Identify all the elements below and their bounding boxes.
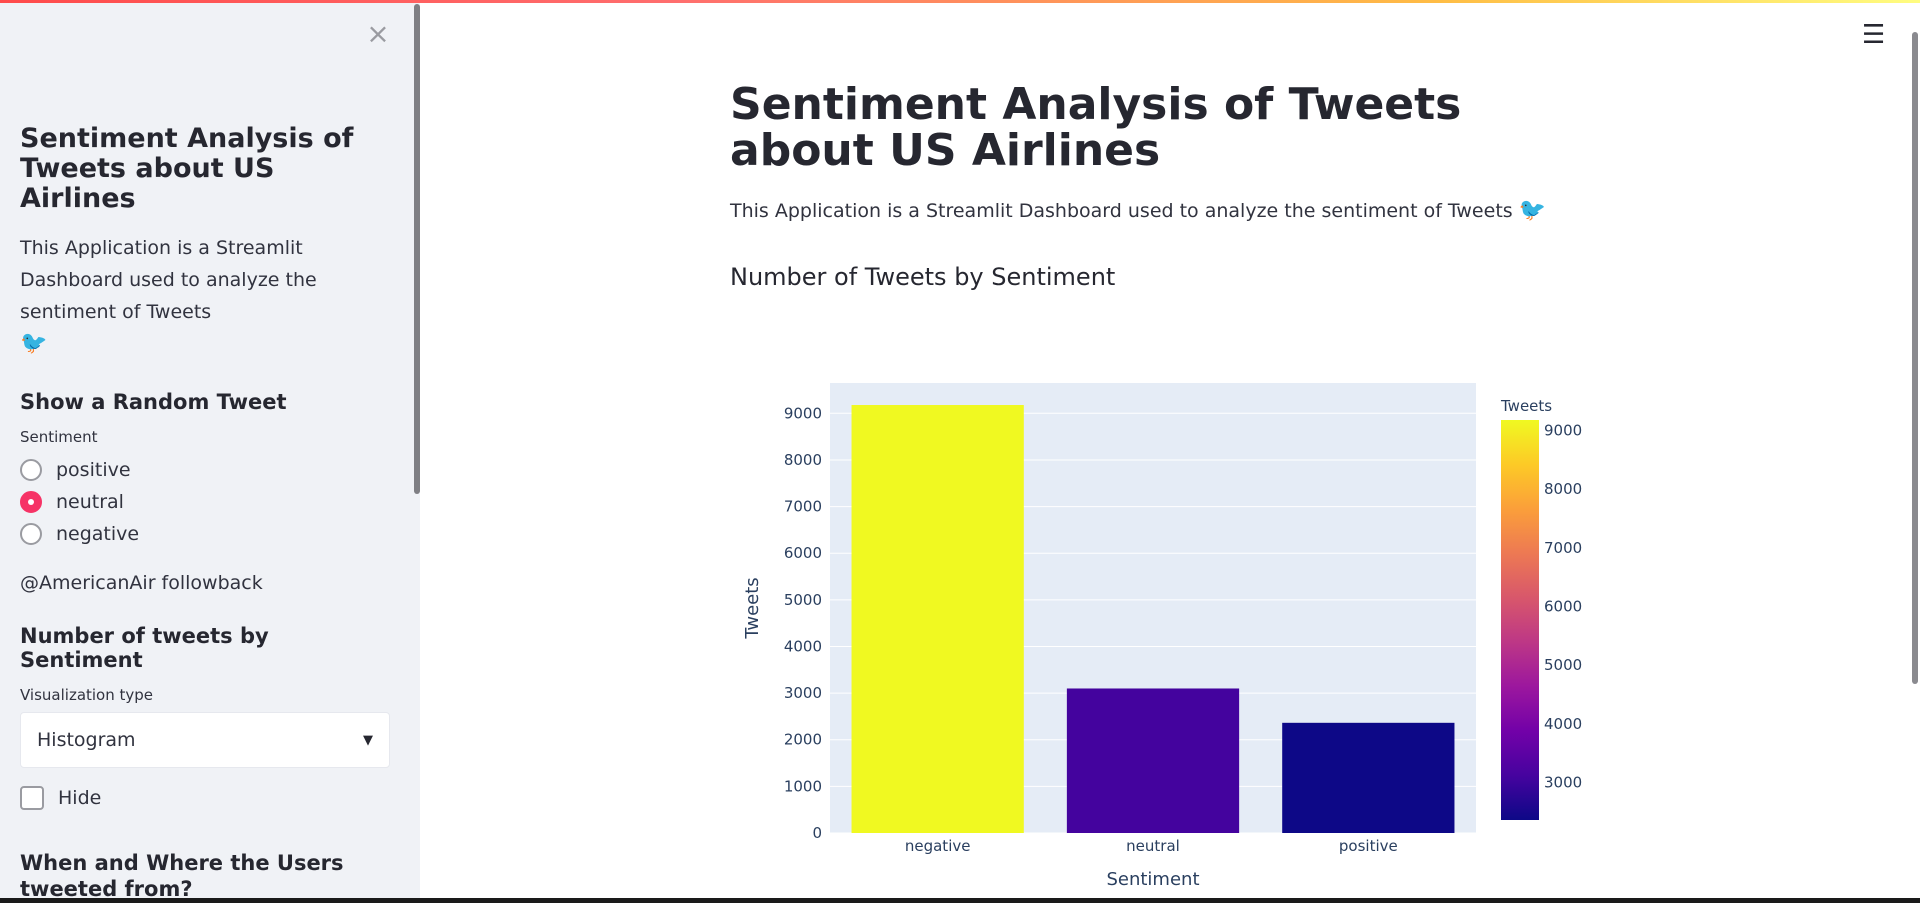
radio-button-positive[interactable]: [20, 459, 42, 481]
sidebar-title: Sentiment Analysis of Tweets about US Ai…: [20, 123, 354, 214]
sidebar-content: Sentiment Analysis of Tweets about US Ai…: [20, 124, 392, 902]
radio-label-positive: positive: [56, 459, 131, 481]
main-content: Sentiment Analysis of Tweets about US Ai…: [730, 79, 1630, 292]
sentiment-bar-chart: 0 1000 2000 3000 4000 5000 6000 7000 8000 9000 neg…: [730, 360, 1630, 903]
page-title: Sentiment Analysis of Tweets about US Ai…: [730, 79, 1462, 176]
colorbar-tick-label: 8000: [1544, 480, 1582, 498]
hide-checkbox-row[interactable]: Hide: [20, 786, 392, 810]
bar-neutral: [1066, 688, 1240, 833]
colorbar-tick-label: 7000: [1544, 539, 1582, 557]
bar-negative: [851, 405, 1024, 833]
y-tick-label: 2000: [784, 731, 822, 749]
visualization-type-label: Visualization type: [20, 686, 154, 704]
chart-svg: 0 1000 2000 3000 4000 5000 6000 7000 8000 9000 neg…: [742, 383, 1582, 890]
x-tick-label: neutral: [1126, 837, 1180, 855]
radio-option-positive[interactable]: positive: [20, 454, 392, 486]
page-description-text: This Application is a Streamlit Dashboar…: [730, 200, 1513, 222]
bird-icon: 🐦: [20, 331, 48, 356]
hide-checkbox-label: Hide: [58, 787, 102, 809]
bottom-edge: [0, 898, 1920, 903]
colorbar-tick-label: 9000: [1544, 421, 1582, 439]
colorbar-tick-label: 4000: [1544, 715, 1582, 733]
colorbar-tick-label: 5000: [1544, 656, 1582, 674]
y-tick-label: 3000: [784, 684, 822, 702]
sentiment-radio-label: Sentiment: [20, 428, 98, 446]
sidebar-description-text: This Application is a Streamlit Dashboar…: [20, 237, 317, 323]
sidebar-scrollbar-thumb[interactable]: [414, 4, 420, 494]
radio-button-negative[interactable]: [20, 523, 42, 545]
y-tick-label: 9000: [784, 404, 822, 422]
y-tick-label: 8000: [784, 451, 822, 469]
top-decoration-bar: [0, 0, 1920, 3]
sidebar: × Sentiment Analysis of Tweets about US …: [0, 0, 420, 903]
sentiment-radio-group: positive neutral negative: [20, 454, 392, 550]
radio-label-negative: negative: [56, 523, 140, 545]
colorbar-title: Tweets: [1500, 397, 1552, 415]
close-icon[interactable]: ×: [366, 17, 390, 50]
radio-button-neutral[interactable]: [20, 491, 42, 513]
radio-option-neutral[interactable]: neutral: [20, 486, 392, 518]
chart-heading: Number of Tweets by Sentiment: [730, 263, 1116, 291]
y-tick-label: 7000: [784, 498, 822, 516]
y-tick-label: 4000: [784, 637, 822, 655]
colorbar: [1501, 420, 1539, 820]
bar-positive: [1282, 722, 1455, 833]
colorbar-tick-label: 3000: [1544, 774, 1582, 792]
main-scrollbar-thumb[interactable]: [1912, 32, 1918, 684]
sidebar-description: This Application is a Streamlit Dashboar…: [20, 232, 392, 360]
y-axis-title: Tweets: [742, 577, 763, 639]
y-tick-label: 6000: [784, 544, 822, 562]
visualization-type-value: Histogram: [37, 729, 136, 751]
y-tick-label: 5000: [784, 591, 822, 609]
hamburger-menu-icon[interactable]: ☰: [1862, 20, 1886, 50]
radio-option-negative[interactable]: negative: [20, 518, 392, 550]
random-tweet-heading: Show a Random Tweet: [20, 390, 287, 414]
visualization-type-select[interactable]: Histogram ▼: [20, 712, 390, 768]
y-tick-label: 1000: [784, 777, 822, 795]
x-tick-label: negative: [905, 837, 971, 855]
when-where-heading: When and Where the Users tweeted from?: [20, 851, 344, 901]
hide-checkbox[interactable]: [20, 786, 44, 810]
bird-icon: 🐦: [1518, 198, 1547, 223]
colorbar-tick-label: 6000: [1544, 598, 1582, 616]
chevron-down-icon: ▼: [363, 732, 373, 748]
x-axis-title: Sentiment: [1106, 869, 1199, 890]
tweets-by-sentiment-heading: Number of tweets by Sentiment: [20, 624, 269, 672]
radio-label-neutral: neutral: [56, 491, 124, 513]
random-tweet-text: @AmericanAir followback: [20, 572, 263, 594]
x-tick-label: positive: [1339, 837, 1398, 855]
y-tick-label: 0: [812, 824, 822, 842]
page-description: This Application is a Streamlit Dashboar…: [730, 198, 1630, 223]
